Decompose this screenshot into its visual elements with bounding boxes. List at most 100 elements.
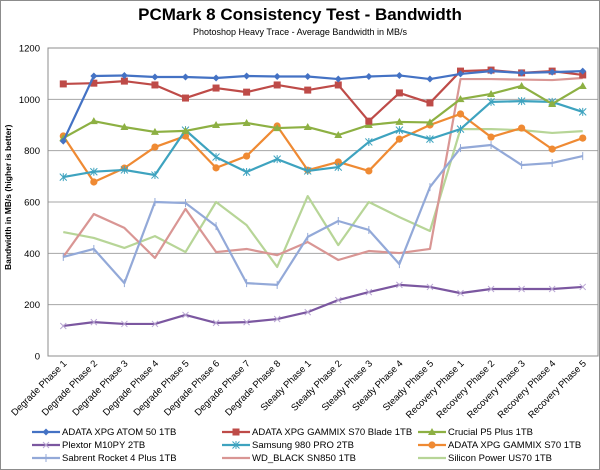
data-point (182, 73, 189, 81)
data-point (426, 99, 434, 107)
legend-swatch (418, 441, 446, 449)
data-point (303, 123, 312, 131)
data-point (396, 281, 403, 289)
data-point (364, 137, 373, 146)
data-point (121, 320, 128, 328)
series-line (63, 128, 583, 269)
data-point (90, 178, 98, 186)
data-point (548, 68, 556, 76)
legend-swatch (32, 441, 60, 449)
legend-label: Crucial P5 Plus 1TB (448, 426, 534, 438)
x-tick-label: Degrade Phase 4 (101, 358, 161, 418)
data-point (456, 125, 465, 134)
data-point (120, 123, 129, 131)
series-line (63, 283, 583, 328)
series-sabrent-rocket-4-plus-1tb (62, 141, 584, 289)
legend-swatch (222, 441, 250, 449)
data-point (59, 80, 67, 88)
data-point (243, 152, 251, 160)
legend-item: ADATA XPG ATOM 50 1TB (32, 426, 176, 438)
x-tick-label: Degrade Phase 2 (40, 358, 100, 418)
data-point (182, 94, 189, 102)
data-point (579, 67, 587, 75)
data-point (578, 107, 587, 116)
data-point (273, 81, 281, 89)
data-point (487, 89, 496, 97)
y-tick-label: 400 (24, 249, 40, 260)
series-line (62, 84, 584, 140)
data-point (212, 153, 220, 162)
data-point (59, 137, 67, 145)
y-tick-label: 1200 (19, 44, 40, 55)
data-point (395, 126, 404, 135)
data-point (59, 322, 67, 330)
data-point (487, 133, 495, 141)
plot-area (47, 47, 599, 357)
series-wd-black-sn850-1tb (62, 76, 583, 262)
series-line (63, 100, 584, 179)
data-point (89, 117, 98, 125)
legend-swatch (222, 428, 250, 436)
data-point (334, 163, 343, 172)
data-point (212, 121, 221, 128)
data-point (304, 86, 312, 94)
data-point (151, 171, 159, 180)
data-point (334, 296, 342, 304)
legend-marker (42, 441, 50, 449)
data-point (426, 75, 434, 83)
data-point (90, 72, 98, 80)
data-point (334, 158, 342, 166)
data-point (90, 79, 98, 87)
x-tick-label: Degrade Phase 7 (193, 358, 253, 418)
data-point (579, 283, 587, 291)
data-point (243, 72, 251, 80)
data-point (303, 166, 312, 175)
data-point (181, 126, 190, 134)
legend-item: Plextor M10PY 2TB (32, 439, 145, 451)
legend: ADATA XPG ATOM 50 1TB ADATA XPG GAMMIX S7… (0, 426, 600, 466)
data-point (151, 320, 159, 328)
legend-marker (428, 428, 436, 435)
y-tick-label: 600 (24, 198, 40, 209)
legend-item: ADATA XPG GAMMIX S70 1TB (418, 439, 581, 451)
legend-label: ADATA XPG GAMMIX S70 1TB (448, 439, 582, 451)
data-point (273, 155, 282, 164)
data-point (426, 283, 434, 291)
series-adata-xpg-gammix-s70-1tb (59, 110, 587, 186)
data-point (487, 67, 495, 75)
gridlines (48, 98, 598, 306)
data-point (548, 99, 557, 107)
data-point (487, 285, 495, 293)
data-point (212, 84, 220, 92)
legend-label: Silicon Power US70 1TB (448, 452, 553, 464)
data-point (243, 318, 250, 326)
data-point (273, 72, 281, 80)
data-point (273, 124, 282, 132)
series-line (62, 76, 583, 262)
data-point (151, 81, 159, 89)
series-crucial-p5-plus-1tb (59, 81, 587, 142)
data-point (365, 288, 373, 296)
x-tick-label: Degrade Phase 6 (162, 358, 222, 418)
data-point (518, 69, 526, 77)
legend-label: ADATA XPG GAMMIX S70 Blade 1TB (252, 426, 413, 438)
data-point (517, 81, 526, 89)
data-point (243, 88, 251, 96)
x-tick-label: Degrade Phase 3 (70, 358, 130, 418)
legend-marker (428, 441, 436, 449)
data-point (548, 285, 556, 293)
y-tick-label: 200 (24, 300, 40, 311)
data-point (487, 97, 495, 106)
legend-item: Samsung 980 PRO 2TB (222, 439, 354, 451)
data-point (426, 135, 434, 144)
legend-marker (232, 428, 240, 436)
data-point (334, 131, 343, 139)
legend-label: Plextor M10PY 2TB (62, 439, 146, 451)
data-point (456, 110, 465, 118)
data-point (89, 167, 98, 176)
series-line (62, 69, 583, 142)
legend-item: Crucial P5 Plus 1TB (418, 426, 533, 438)
series-plextor-m10py-2tb (59, 281, 587, 330)
legend-label: ADATA XPG ATOM 50 1TB (62, 426, 177, 438)
